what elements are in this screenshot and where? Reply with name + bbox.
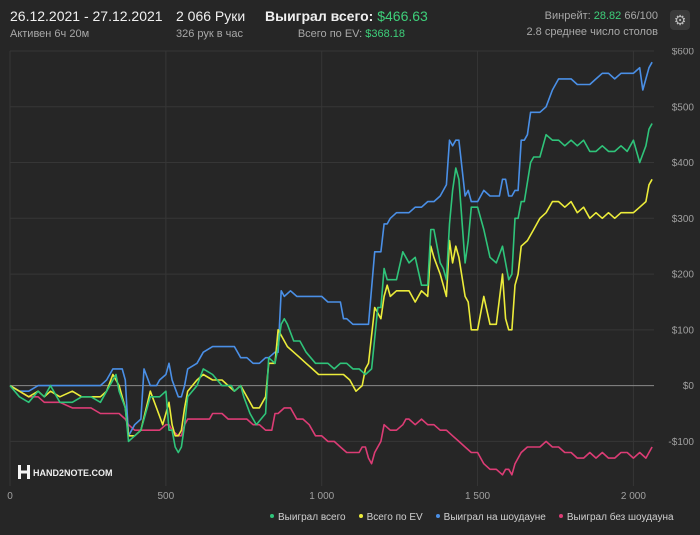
legend-item-showdown[interactable]: Выиграл на шоудауне xyxy=(435,512,546,523)
hand2note-logo: HAND2NOTE.COM xyxy=(18,465,113,479)
winnings-stats: Выиграл всего: $466.63 Всего по EV: $368… xyxy=(265,8,428,40)
y-tick-label: $500 xyxy=(672,102,695,113)
y-tick-label: $200 xyxy=(672,270,695,281)
hands-per-hour: 326 рук в час xyxy=(176,28,244,40)
y-tick-label: -$100 xyxy=(668,437,694,448)
session-period: 26.12.2021 - 27.12.2021 Активен 6ч 20м xyxy=(10,8,163,40)
winrate-stats: Винрейт: 28.82 66/100 2.8 среднее число … xyxy=(510,8,658,38)
x-axis-labels: 0 500 1 000 1 500 2 000 xyxy=(7,491,646,502)
legend-item-non-showdown[interactable]: Выиграл без шоудауна xyxy=(558,512,674,523)
series-line-ev xyxy=(9,178,653,437)
legend-item-ev[interactable]: Всего по EV xyxy=(358,512,423,523)
y-tick-label: $300 xyxy=(672,214,695,225)
x-tick-label: 1 000 xyxy=(309,491,334,502)
series-line-showdown xyxy=(9,61,653,437)
x-tick-label: 0 xyxy=(7,491,13,502)
hands-count: 2 066 Руки xyxy=(176,8,246,24)
won-total-label: Выиграл всего: xyxy=(265,8,374,24)
legend-swatch xyxy=(270,514,274,519)
chart-grid xyxy=(9,50,654,486)
y-tick-label: $600 xyxy=(672,48,695,58)
y-tick-label: $400 xyxy=(672,158,695,169)
date-range: 26.12.2021 - 27.12.2021 xyxy=(10,8,163,24)
ev-label: Всего по EV: xyxy=(297,28,363,40)
legend-swatch xyxy=(558,514,563,519)
legend-label: Выиграл всего xyxy=(278,512,346,523)
legend-label: Выиграл на шоудауне xyxy=(443,512,546,523)
stats-header: 26.12.2021 - 27.12.2021 Активен 6ч 20м 2… xyxy=(0,0,700,48)
y-tick-label: $100 xyxy=(672,325,695,336)
hand2note-wordmark: HAND2NOTE.COM xyxy=(33,468,113,478)
winrate-label: Винрейт: xyxy=(544,10,591,22)
legend-label: Всего по EV xyxy=(366,512,423,523)
series-line-won-total xyxy=(9,123,653,454)
legend-label: Выиграл без шоудауна xyxy=(566,512,674,523)
legend-swatch xyxy=(435,514,440,519)
winrate-value: 28.82 xyxy=(593,10,622,22)
chart-legend: Выиграл всего Всего по EV Выиграл на шоуда… xyxy=(270,512,687,523)
legend-item-won-total[interactable]: Выиграл всего xyxy=(270,512,346,523)
series-lines xyxy=(9,61,653,476)
x-tick-label: 2 000 xyxy=(621,491,646,502)
won-total-value: $466.63 xyxy=(377,8,428,24)
series-line-non-showdown xyxy=(9,384,653,476)
gear-icon[interactable]: ⚙ xyxy=(670,10,690,30)
y-tick-label: $0 xyxy=(683,381,695,392)
results-graph: 0 500 1 000 1 500 2 000 -$100 $0 $100 $200 $300 $… xyxy=(7,48,694,502)
ev-value: $368.18 xyxy=(365,28,405,40)
tables-average: 2.8 среднее число столов xyxy=(526,26,658,38)
active-time: Активен 6ч 20м xyxy=(10,28,90,40)
legend-swatch xyxy=(358,514,363,519)
hands-stats: 2 066 Руки 326 рук в час xyxy=(176,8,245,40)
x-tick-label: 1 500 xyxy=(465,491,490,502)
winrate-sample: 66/100 xyxy=(624,10,658,22)
y-axis-labels: -$100 $0 $100 $200 $300 $400 $500 $600 xyxy=(668,48,694,448)
x-tick-label: 500 xyxy=(158,491,175,502)
